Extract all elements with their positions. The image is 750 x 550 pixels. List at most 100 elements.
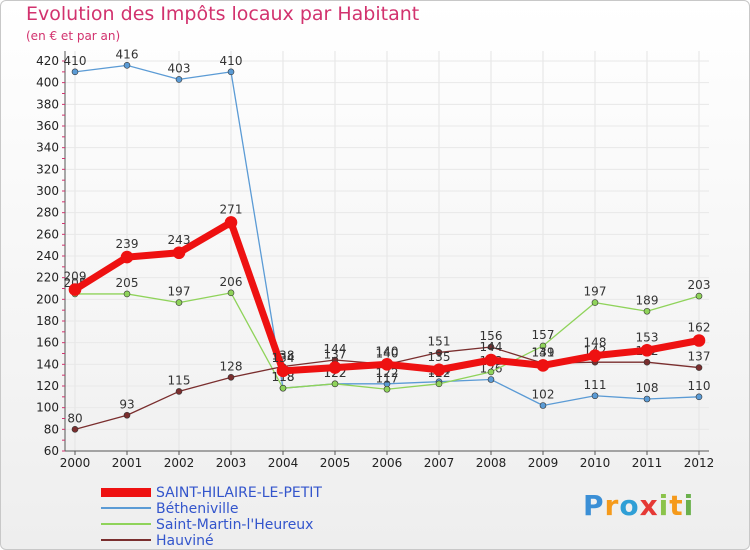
data-point	[432, 363, 446, 377]
data-point	[588, 349, 602, 362]
y-tick-label: 340	[36, 141, 59, 155]
data-label: 206	[220, 275, 243, 289]
legend-label: SAINT-HILAIRE-LE-PETIT	[156, 485, 322, 501]
data-label: 157	[532, 328, 555, 342]
y-tick-label: 320	[36, 162, 59, 176]
data-point	[331, 380, 339, 388]
y-tick-label: 300	[36, 184, 59, 198]
data-point	[224, 216, 238, 229]
proxiti-logo: Proxiti	[583, 489, 695, 522]
data-label: 156	[480, 329, 503, 343]
data-label: 205	[116, 276, 139, 290]
y-tick-label: 100	[36, 401, 59, 415]
data-label: 115	[168, 373, 191, 387]
y-tick-label: 180	[36, 314, 59, 328]
data-point	[695, 393, 703, 401]
y-tick-label: 260	[36, 227, 59, 241]
data-label: 140	[376, 344, 399, 358]
data-point	[695, 292, 703, 300]
data-label: 139	[532, 345, 555, 359]
data-point	[383, 385, 391, 393]
data-label: 209	[64, 270, 87, 284]
data-label: 197	[584, 285, 607, 299]
data-label: 203	[688, 278, 711, 292]
data-label: 135	[428, 350, 451, 364]
data-point	[71, 68, 79, 76]
data-point	[123, 411, 131, 419]
data-label: 144	[480, 340, 503, 354]
data-point	[539, 402, 547, 409]
data-point	[695, 364, 703, 371]
x-tick-label: 2010	[580, 456, 611, 470]
x-tick-label: 2006	[372, 456, 403, 470]
data-point	[536, 359, 550, 372]
data-point	[175, 76, 183, 83]
data-label: 122	[376, 366, 399, 380]
data-point	[227, 289, 235, 297]
data-label: 153	[636, 330, 659, 344]
y-tick-label: 80	[44, 422, 59, 436]
data-point	[227, 68, 235, 76]
data-label: 137	[324, 348, 347, 362]
y-tick-label: 140	[36, 357, 59, 371]
legend-swatch	[101, 488, 151, 497]
y-tick-label: 120	[36, 379, 59, 393]
data-label: 189	[636, 293, 659, 307]
data-point	[643, 307, 651, 315]
y-tick-label: 200	[36, 292, 59, 306]
data-point	[276, 364, 290, 378]
data-label: 137	[688, 350, 711, 364]
x-tick-label: 2012	[684, 456, 715, 470]
chart-title: Evolution des Impôts locaux par Habitant	[26, 3, 420, 25]
data-point	[227, 374, 235, 381]
y-tick-label: 420	[36, 54, 59, 68]
data-label: 197	[168, 285, 191, 299]
data-label: 403	[168, 61, 191, 75]
data-point	[591, 299, 599, 306]
data-point	[175, 388, 183, 395]
x-tick-label: 2008	[476, 456, 507, 470]
data-label: 271	[220, 202, 243, 216]
data-label: 117	[376, 371, 399, 385]
data-label: 126	[480, 362, 503, 376]
data-label: 243	[168, 233, 191, 247]
data-label: 128	[220, 359, 243, 373]
legend-swatch	[101, 539, 151, 541]
data-label: 162	[688, 321, 711, 335]
x-tick-label: 2004	[268, 456, 299, 470]
data-point	[539, 342, 547, 350]
data-point	[487, 376, 495, 383]
data-label: 102	[532, 388, 555, 402]
data-label: 108	[636, 381, 659, 395]
y-tick-label: 360	[36, 119, 59, 133]
data-point	[71, 426, 79, 433]
legend-label: Saint-Martin-l'Heureux	[156, 517, 314, 533]
data-label: 416	[116, 47, 139, 61]
data-point	[123, 62, 131, 69]
y-tick-label: 400	[36, 76, 59, 90]
data-label: 151	[428, 334, 451, 348]
data-point	[172, 246, 186, 260]
y-tick-label: 280	[36, 206, 59, 220]
data-label: 410	[220, 54, 243, 68]
data-point	[692, 334, 706, 347]
y-tick-label: 160	[36, 336, 59, 350]
legend-label: Hauviné	[156, 533, 214, 549]
data-label: 134	[272, 351, 295, 365]
x-tick-label: 2007	[424, 456, 455, 470]
x-tick-label: 2005	[320, 456, 351, 470]
data-point	[175, 299, 183, 306]
data-label: 141	[532, 345, 555, 359]
data-point	[68, 283, 82, 296]
data-point	[591, 392, 599, 400]
data-point	[643, 358, 651, 366]
data-point	[487, 368, 495, 376]
data-label: 110	[688, 379, 711, 393]
data-label: 140	[376, 346, 399, 360]
data-point	[484, 353, 498, 367]
x-tick-label: 2000	[60, 456, 91, 470]
data-point	[487, 343, 495, 351]
legend-swatch	[101, 507, 151, 509]
